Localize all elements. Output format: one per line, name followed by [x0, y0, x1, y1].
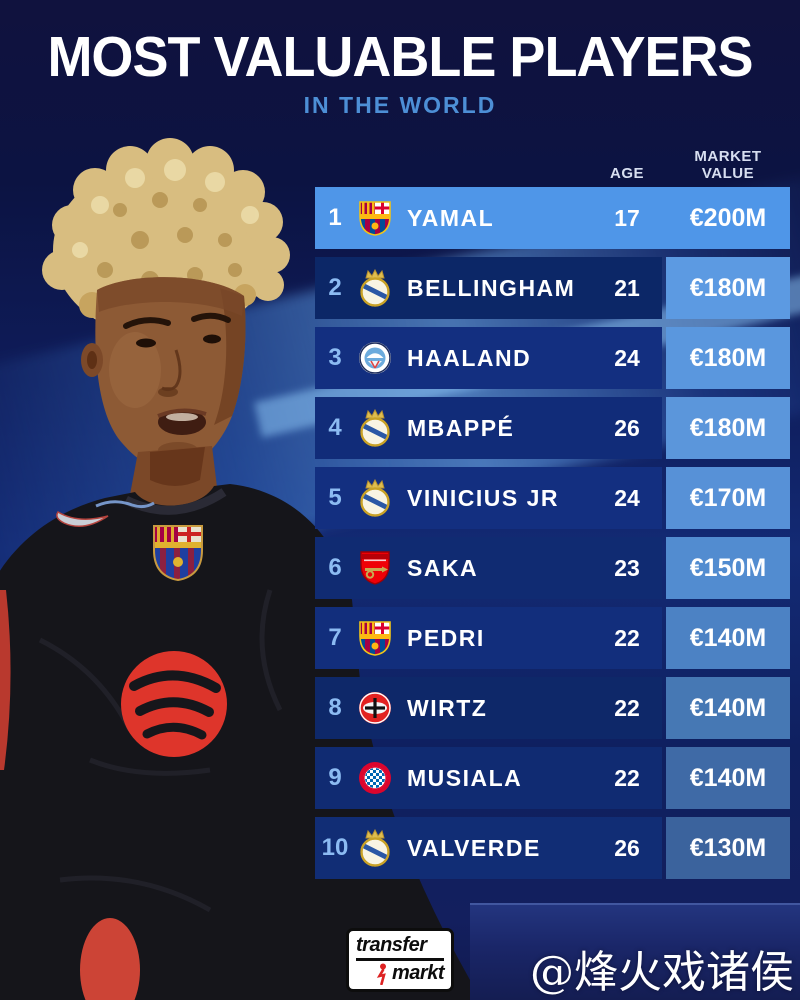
transfermarkt-figure-icon [376, 963, 387, 985]
row-main-cell: 7 PEDRI 22 [315, 607, 662, 669]
table-row: 7 PEDRI 22 €140M [315, 607, 790, 669]
player-name: SAKA [407, 554, 479, 581]
transfermarkt-logo-line2: markt [392, 962, 444, 984]
row-main-cell: 3 HAALAND 24 [315, 327, 662, 389]
market-value: €140M [666, 747, 790, 809]
table-row: 6 SAKA 23 €150M [315, 537, 790, 599]
player-name: MBAPPÉ [407, 414, 515, 441]
age-column-header: AGE [609, 165, 644, 182]
transfermarkt-logo: transfer markt [346, 928, 454, 992]
rank-label: 3 [328, 344, 342, 371]
table-rows: 1 YAMAL 17 €200M 2 BELLINGHAM 21 €180M 3 HAALA… [315, 187, 790, 879]
row-main-cell: 9 MUSIALA 22 [315, 747, 662, 809]
table-header-row: AGE MARKET VALUE [315, 140, 790, 187]
player-age: 24 [614, 484, 640, 511]
leverkusen-crest-icon [355, 688, 395, 728]
row-main-cell: 10 VALVERDE 26 [315, 817, 662, 879]
player-age: 26 [614, 414, 640, 441]
player-name: WIRTZ [407, 694, 488, 721]
player-age: 21 [614, 274, 640, 301]
rank-label: 9 [328, 764, 342, 791]
nike-swoosh-icon [56, 510, 109, 527]
page-subtitle: IN THE WORLD [303, 92, 497, 118]
player-age: 22 [614, 694, 640, 721]
table-row: 8 WIRTZ 22 €140M [315, 677, 790, 739]
rank-label: 10 [321, 834, 349, 861]
transfermarkt-logo-line1: transfer [356, 934, 444, 961]
row-main-cell: 2 BELLINGHAM 21 [315, 257, 662, 319]
transfermarkt-logo-line2-wrap: markt [356, 962, 444, 985]
table-row: 1 YAMAL 17 €200M [315, 187, 790, 249]
player-name: YAMAL [407, 204, 495, 231]
rank-label: 8 [328, 694, 342, 721]
player-name: PEDRI [407, 624, 485, 651]
rank-label: 6 [328, 554, 342, 581]
player-name: HAALAND [407, 344, 532, 371]
market-value: €130M [666, 817, 790, 879]
market-value: €180M [666, 397, 790, 459]
page-title: MOST VALUABLE PLAYERS [47, 25, 753, 89]
real-madrid-crest-icon [355, 408, 395, 448]
market-value: €180M [666, 327, 790, 389]
market-value: €200M [666, 187, 790, 249]
man-city-crest-icon [355, 338, 395, 378]
rank-label: 4 [328, 414, 342, 441]
player-age: 24 [614, 344, 640, 371]
jersey-barcelona-crest [153, 525, 203, 582]
player-age: 26 [614, 834, 640, 861]
player-age: 22 [614, 764, 640, 791]
player-name: MUSIALA [407, 764, 523, 791]
market-value: €150M [666, 537, 790, 599]
player-age: 23 [614, 554, 640, 581]
rank-label: 7 [328, 624, 342, 651]
watermark-text: @烽火戏诸侯 [530, 947, 794, 999]
table-row: 10 VALVERDE 26 €130M [315, 817, 790, 879]
rank-label: 1 [328, 204, 342, 231]
row-main-cell: 1 YAMAL 17 [315, 187, 662, 249]
table-row: 4 MBAPPÉ 26 €180M [315, 397, 790, 459]
player-name: BELLINGHAM [407, 274, 576, 301]
barcelona-crest-icon [355, 198, 395, 238]
bottom-background-band [470, 903, 800, 1000]
player-age: 17 [614, 204, 640, 231]
market-value-table: AGE MARKET VALUE 1 YAMAL 17 €200M 2 BELLING… [315, 140, 790, 887]
bayern-crest-icon [355, 758, 395, 798]
rank-label: 2 [328, 274, 342, 301]
table-row: 2 BELLINGHAM 21 €180M [315, 257, 790, 319]
market-value: €140M [666, 607, 790, 669]
player-age: 22 [614, 624, 640, 651]
table-row: 9 MUSIALA 22 €140M [315, 747, 790, 809]
row-main-cell: 8 WIRTZ 22 [315, 677, 662, 739]
arsenal-crest-icon [355, 548, 395, 588]
row-main-cell: 5 VINICIUS JR 24 [315, 467, 662, 529]
row-main-cell: 4 MBAPPÉ 26 [315, 397, 662, 459]
spotify-icon [121, 651, 227, 757]
row-gap [662, 187, 666, 249]
table-row: 5 VINICIUS JR 24 €170M [315, 467, 790, 529]
player-name: VALVERDE [407, 834, 541, 861]
market-value: €180M [666, 257, 790, 319]
market-value: €140M [666, 677, 790, 739]
real-madrid-crest-icon [355, 268, 395, 308]
row-main-cell: 6 SAKA 23 [315, 537, 662, 599]
real-madrid-crest-icon [355, 828, 395, 868]
market-value-column-header: MARKET VALUE [666, 148, 790, 183]
market-value: €170M [666, 467, 790, 529]
barcelona-crest-icon [355, 618, 395, 658]
table-row: 3 HAALAND 24 €180M [315, 327, 790, 389]
real-madrid-crest-icon [355, 478, 395, 518]
player-name: VINICIUS JR [407, 484, 559, 511]
market-value-header-label: MARKET VALUE [694, 147, 762, 182]
rank-label: 5 [328, 484, 342, 511]
